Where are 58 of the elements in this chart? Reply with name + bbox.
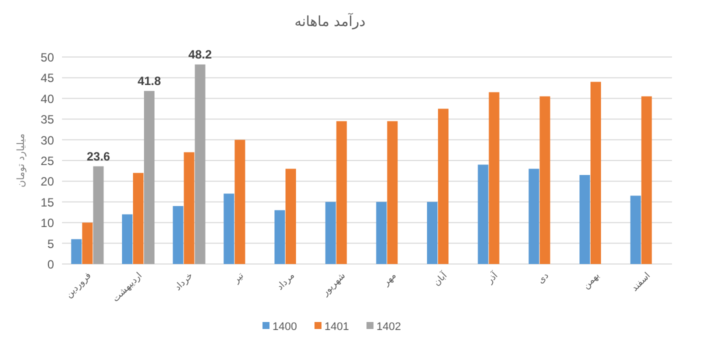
y-tick-label: 15: [40, 195, 54, 210]
bar: [336, 121, 347, 264]
legend-label: 1400: [272, 321, 297, 333]
y-tick-label: 45: [40, 71, 54, 86]
bar: [387, 121, 398, 264]
x-tick-label: تیر: [231, 270, 246, 286]
bar: [286, 168, 296, 264]
bar: [528, 168, 540, 264]
y-tick-label: 35: [40, 112, 54, 127]
x-tick-label: خرداد: [173, 271, 196, 294]
bar: [274, 210, 285, 264]
x-tick-label: اسفند: [630, 271, 653, 294]
bar: [71, 239, 82, 264]
y-tick-label: 20: [40, 174, 54, 189]
x-tick-label: مرداد: [275, 270, 297, 292]
y-tick-label: 0: [47, 258, 54, 272]
bar: [144, 90, 154, 264]
bar: [234, 140, 246, 264]
data-label: 41.8: [138, 74, 162, 88]
y-tick-label: 50: [40, 50, 54, 64]
y-tick-label: 25: [40, 154, 54, 168]
x-tick-label: آبان: [430, 269, 450, 288]
legend-label: 1401: [324, 321, 349, 333]
bar: [641, 96, 652, 264]
bar: [172, 206, 184, 264]
y-tick-label: 10: [40, 216, 54, 230]
x-tick-label: مهر: [380, 270, 399, 289]
data-label: 48.2: [188, 47, 212, 62]
x-tick-label: فروردین: [64, 271, 94, 300]
bar: [82, 222, 93, 264]
legend-label: 1402: [376, 321, 401, 333]
bar: [194, 64, 206, 264]
y-tick-label: 5: [47, 236, 54, 251]
bar: [630, 196, 641, 264]
bar: [184, 152, 194, 264]
bar: [427, 202, 438, 264]
y-axis-title: میلیارد تومان: [16, 134, 27, 188]
bar: [478, 164, 488, 264]
data-label: 23.6: [86, 149, 110, 164]
chart-title: درآمد ماهانه: [294, 12, 366, 30]
bar: [438, 108, 448, 264]
y-tick-label: 30: [40, 133, 54, 148]
bar: [580, 174, 590, 264]
y-tick-label: 40: [40, 92, 54, 106]
bar: [325, 202, 336, 264]
bar: [133, 172, 144, 264]
x-tick-label: دی: [536, 271, 552, 286]
x-tick-label: شهریور: [320, 271, 348, 299]
x-tick-label: بهمن: [582, 271, 602, 292]
x-tick-label: اردیبهشت: [111, 271, 144, 304]
bar: [488, 92, 500, 264]
bar: [590, 82, 601, 264]
bar: [122, 214, 132, 264]
x-tick-label: آذر: [483, 269, 501, 287]
bar: [376, 202, 387, 264]
bar: [93, 166, 104, 264]
bar: [540, 96, 550, 264]
bar: [224, 194, 234, 264]
